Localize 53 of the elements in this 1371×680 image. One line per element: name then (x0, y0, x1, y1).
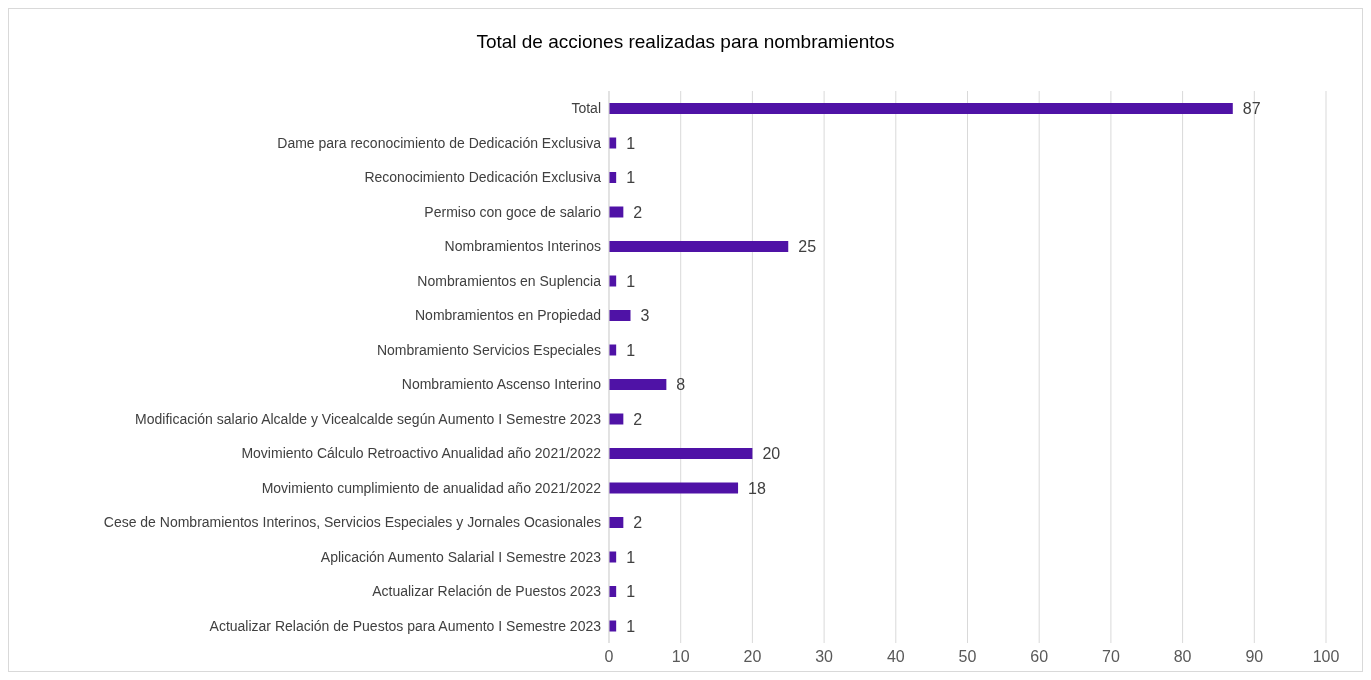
x-tick-label: 40 (886, 648, 905, 666)
y-tick-label: Movimiento Cálculo Retroactivo Anualidad año 2021/2022 (241, 445, 602, 462)
data-label: 1 (626, 169, 636, 187)
y-tick-label: Aplicación Aumento Salarial I Semestre 2023 (320, 548, 602, 565)
x-tick-label: 20 (743, 648, 762, 666)
x-tick-label: 60 (1030, 648, 1049, 666)
y-tick-label: Modificación salario Alcalde y Vicealcalde según Aumento I Semestre 2023 (135, 410, 602, 427)
bar (609, 241, 789, 252)
y-tick-label: Reconocimiento Dedicación Exclusiva (364, 169, 602, 186)
x-tick-label: 80 (1173, 648, 1192, 666)
y-tick-label: Permiso con goce de salario (424, 203, 602, 220)
y-tick-label: Nombramientos en Suplencia (417, 272, 602, 289)
y-tick-label: Actualizar Relación de Puestos 2023 (372, 583, 602, 600)
bar (609, 310, 631, 321)
x-tick-label: 100 (1312, 648, 1340, 666)
data-label: 8 (676, 376, 686, 394)
y-tick-label: Nombramiento Servicios Especiales (376, 341, 601, 358)
data-label: 1 (626, 583, 636, 601)
data-label: 1 (626, 341, 636, 359)
bar (609, 206, 624, 218)
data-label: 87 (1242, 100, 1261, 118)
data-label: 2 (633, 514, 643, 532)
data-label: 1 (626, 134, 636, 152)
bar (609, 448, 753, 459)
bar (609, 413, 624, 425)
y-tick-label: Nombramientos en Propiedad (415, 307, 601, 324)
data-label: 18 (748, 479, 766, 497)
bar (609, 379, 667, 390)
bar (609, 482, 739, 494)
y-tick-label: Movimiento cumplimiento de anualidad año 2021/2022 (261, 479, 602, 496)
y-tick-label: Nombramiento Ascenso Interino (401, 376, 602, 393)
data-label: 25 (798, 238, 817, 256)
data-label: 1 (626, 548, 636, 566)
data-label: 1 (626, 272, 636, 290)
x-tick-label: 70 (1102, 648, 1120, 666)
x-tick-label: 10 (671, 648, 690, 666)
data-label: 2 (633, 203, 643, 221)
y-tick-label: Cese de Nombramientos Interinos, Servicios Especiales y Jornales Ocasionales (103, 514, 601, 531)
data-label: 20 (762, 445, 781, 463)
y-tick-label: Total (571, 100, 601, 117)
y-tick-label: Actualizar Relación de Puestos para Aumento I Semestre 2023 (209, 617, 602, 634)
bar (609, 103, 1233, 114)
x-tick-label: 50 (958, 648, 977, 666)
y-tick-label: Nombramientos Interinos (444, 238, 601, 255)
data-label: 2 (633, 410, 643, 428)
x-tick-label: 90 (1245, 648, 1264, 666)
data-label: 3 (640, 307, 650, 325)
bar (609, 517, 624, 528)
chart-title: Total de acciones realizadas para nombramientos (475, 30, 896, 54)
x-tick-label: 30 (815, 648, 834, 666)
data-label: 1 (626, 617, 636, 635)
x-tick-label: 0 (604, 648, 614, 666)
y-tick-label: Dame para reconocimiento de Dedicación Exclusiva (277, 134, 602, 151)
